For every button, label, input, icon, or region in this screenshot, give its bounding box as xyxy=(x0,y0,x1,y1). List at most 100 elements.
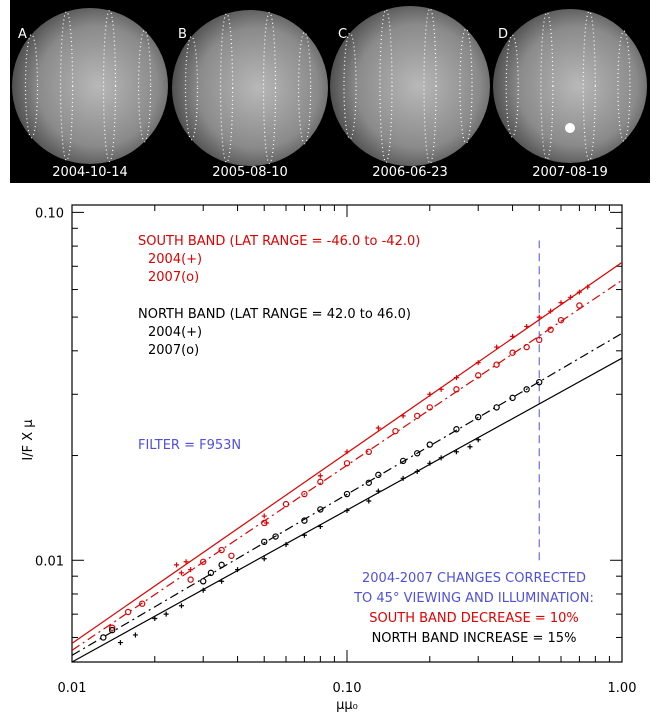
circle-point xyxy=(576,302,583,309)
panel-letter: A xyxy=(18,27,27,42)
latitude-dots xyxy=(582,10,596,162)
plus-point xyxy=(524,323,530,329)
circle-point xyxy=(375,471,382,479)
circle-point xyxy=(475,372,482,379)
panel-date: 2007-08-19 xyxy=(532,165,608,180)
latitude-dots xyxy=(184,35,199,141)
panel-letter: B xyxy=(178,27,187,42)
latitude-dots xyxy=(262,11,277,165)
plus-point xyxy=(183,559,189,565)
circle-point xyxy=(523,386,530,393)
bright-spot xyxy=(565,123,575,133)
circle-point xyxy=(200,578,207,585)
panel-date: 2004-10-14 xyxy=(52,165,128,180)
circle-point xyxy=(317,506,324,513)
legend-entry: 2004(+) xyxy=(148,325,202,340)
plus-point xyxy=(576,289,582,295)
plus-point xyxy=(548,308,554,314)
circle-point xyxy=(200,558,207,565)
circle-point xyxy=(536,378,543,386)
latitude-dots xyxy=(379,9,393,163)
circle-point xyxy=(413,450,421,457)
plus-point xyxy=(152,616,158,622)
plus-point xyxy=(366,498,372,504)
circle-point xyxy=(218,546,225,554)
plus-point xyxy=(467,444,473,450)
planet-disk xyxy=(493,9,647,163)
circle-point xyxy=(509,349,516,356)
circle-point xyxy=(261,519,268,527)
circle-point xyxy=(523,343,530,351)
circle-point xyxy=(108,624,116,631)
circle-point xyxy=(301,490,308,498)
y-tick-label: 0.10 xyxy=(35,206,64,221)
circle-point xyxy=(343,490,351,498)
latitude-dots xyxy=(220,12,234,164)
annotation: NORTH BAND (LAT RANGE = 42.0 to 46.0) xyxy=(138,307,411,322)
circle-point xyxy=(475,413,482,421)
circle-point xyxy=(108,626,116,634)
plus-point xyxy=(117,640,123,646)
plus-point xyxy=(568,294,574,300)
circle-point xyxy=(207,569,215,577)
plus-point xyxy=(178,570,184,576)
latitude-dots xyxy=(459,28,473,144)
plus-point xyxy=(427,391,433,397)
plus-point xyxy=(219,578,225,584)
latitude-dots xyxy=(505,34,519,138)
plus-point xyxy=(414,468,420,474)
circle-point xyxy=(493,404,500,411)
plus-point xyxy=(317,473,323,479)
x-tick-label: 0.10 xyxy=(333,681,362,696)
plus-point xyxy=(494,344,500,350)
circle-point xyxy=(228,552,235,559)
circle-point xyxy=(493,361,500,368)
plus-point xyxy=(453,375,459,381)
circle-point xyxy=(392,427,399,435)
plus-point xyxy=(375,425,381,431)
circle-point xyxy=(547,326,554,333)
legend-entry: 2007(o) xyxy=(148,343,199,358)
plus-point xyxy=(188,567,194,573)
y-axis-label: I/F X μ xyxy=(21,419,36,460)
latitude-dots xyxy=(102,9,117,163)
plus-point xyxy=(174,562,180,568)
annotation: TO 45° VIEWING AND ILLUMINATION: xyxy=(353,591,594,606)
plus-point xyxy=(163,611,169,617)
latitude-dots xyxy=(343,32,357,140)
plus-point xyxy=(344,508,350,514)
circle-point xyxy=(426,441,433,448)
panel-date: 2006-06-23 xyxy=(372,165,448,180)
latitude-dots xyxy=(59,10,74,162)
latitude-dots xyxy=(24,33,39,139)
circle-point xyxy=(301,517,308,524)
plus-point xyxy=(400,413,406,419)
annotation: NORTH BAND INCREASE = 15% xyxy=(372,631,577,646)
latitude-dots xyxy=(423,7,437,165)
circle-point xyxy=(365,448,372,456)
plus-point xyxy=(301,532,307,538)
circle-point xyxy=(509,394,516,402)
latitude-dots xyxy=(138,29,152,143)
plus-point xyxy=(427,460,433,466)
x-tick-label: 0.01 xyxy=(58,681,87,696)
y-tick-label: 0.01 xyxy=(35,554,64,569)
annotation: SOUTH BAND DECREASE = 10% xyxy=(369,611,579,626)
annotation: SOUTH BAND (LAT RANGE = -46.0 to -42.0) xyxy=(138,234,420,249)
plus-point xyxy=(132,632,138,638)
circle-point xyxy=(426,404,433,411)
circle-point xyxy=(187,576,194,583)
panel-letter: D xyxy=(498,27,508,42)
annotation: FILTER = F953N xyxy=(138,438,241,453)
annotation: 2004-2007 CHANGES CORRECTED xyxy=(362,571,586,586)
plus-point xyxy=(261,556,267,562)
circle-point xyxy=(343,460,351,467)
planet-disk xyxy=(12,8,168,164)
latitude-dots xyxy=(298,31,312,145)
plus-point xyxy=(344,449,350,455)
legend-entry: 2004(+) xyxy=(148,252,202,267)
plus-point xyxy=(283,541,289,547)
fit-line xyxy=(72,332,622,656)
circle-point xyxy=(453,426,460,433)
